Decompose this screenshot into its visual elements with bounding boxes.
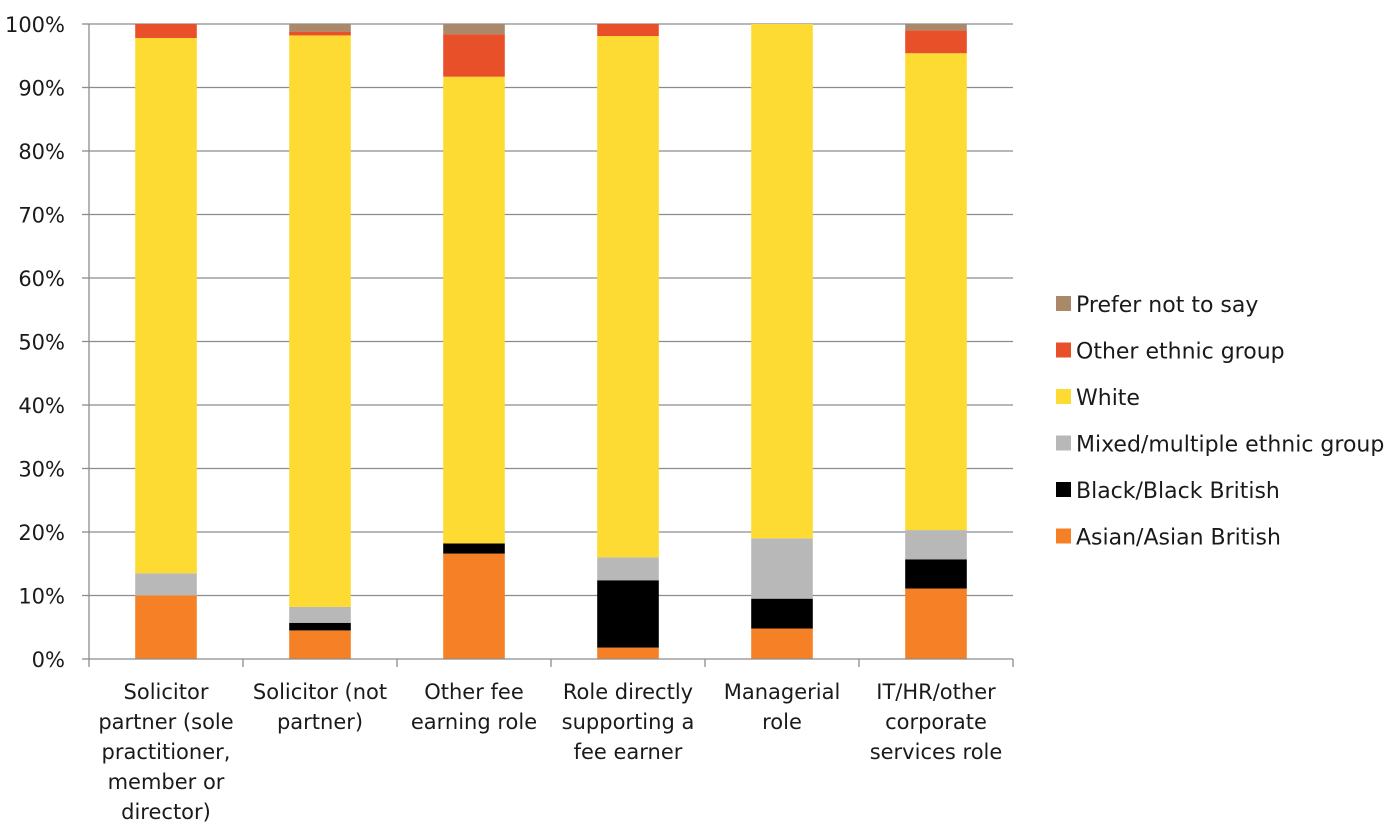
bar-segment [135, 37, 197, 574]
bar-segment [289, 31, 351, 36]
x-category-label: Solicitor (not partner) [253, 680, 387, 734]
legend-label: White [1076, 386, 1140, 411]
axes: 0% 10% 20% 30% 40% 50% 60% 70% 80% 90% 100% Solicit… [5, 13, 1014, 824]
y-tick-label: 20% [18, 521, 65, 545]
bar-segment [135, 24, 197, 38]
bar-segment [597, 557, 659, 581]
legend-label: Prefer not to say [1076, 293, 1258, 318]
y-tick-label: 60% [18, 267, 65, 291]
bar-segment [289, 622, 351, 631]
x-category-label: Role directly supporting a fee earner [562, 680, 695, 764]
legend-swatch [1056, 296, 1071, 311]
bar-segment [751, 628, 813, 659]
bar-segment [597, 580, 659, 648]
y-tick-label: 80% [18, 140, 65, 164]
bar-segment [443, 543, 505, 554]
x-category-label: IT/HR/other corporate services role [870, 680, 1003, 764]
legend-swatch [1056, 528, 1071, 544]
legend-label: Asian/Asian British [1076, 526, 1281, 551]
bar-segment [597, 24, 659, 37]
bar-segment [597, 647, 659, 659]
bar-segment [597, 36, 659, 558]
bar-segment [443, 76, 505, 544]
legend-swatch [1056, 342, 1071, 358]
bar-segment [905, 30, 967, 54]
bar-segment [289, 35, 351, 607]
legend-swatch [1056, 435, 1071, 451]
y-tick-label: 90% [18, 77, 65, 101]
bar-segment [289, 630, 351, 659]
bar-segment [443, 24, 505, 35]
y-tick-label: 10% [18, 585, 65, 609]
bar-segment [443, 553, 505, 659]
y-tick-label: 30% [18, 458, 65, 482]
legend-swatch [1056, 389, 1071, 404]
legend-label: Other ethnic group [1076, 340, 1285, 365]
gridlines [89, 23, 1013, 597]
bars [135, 24, 967, 659]
bar-segment [751, 538, 813, 599]
x-category-label: Solicitor partner (sole practitioner, membe… [98, 680, 233, 824]
y-tick-label: 100% [5, 13, 65, 37]
bar-segment [751, 24, 813, 539]
bar-segment [289, 606, 351, 623]
x-category-label: Other fee earning role [411, 680, 537, 734]
bar-segment [905, 24, 967, 31]
x-category-label: Managerial role [724, 680, 841, 734]
bar-segment [135, 595, 197, 659]
y-tick-label: 50% [18, 331, 65, 355]
y-tick-label: 0% [32, 648, 65, 672]
bar-segment [905, 53, 967, 531]
bar-segment [751, 598, 813, 629]
bar-segment [905, 559, 967, 589]
bar-segment [443, 34, 505, 77]
bar-segment [135, 573, 197, 596]
bar-segment [289, 24, 351, 32]
legend: Prefer not to say Other ethnic group White… [1056, 293, 1384, 551]
bar-segment [905, 588, 967, 659]
legend-label: Black/Black British [1076, 479, 1280, 504]
bar-segment [905, 530, 967, 560]
y-tick-label: 70% [18, 204, 65, 228]
legend-label: Mixed/multiple ethnic groups [1076, 433, 1384, 458]
y-tick-label: 40% [18, 394, 65, 418]
legend-swatch [1056, 482, 1071, 497]
